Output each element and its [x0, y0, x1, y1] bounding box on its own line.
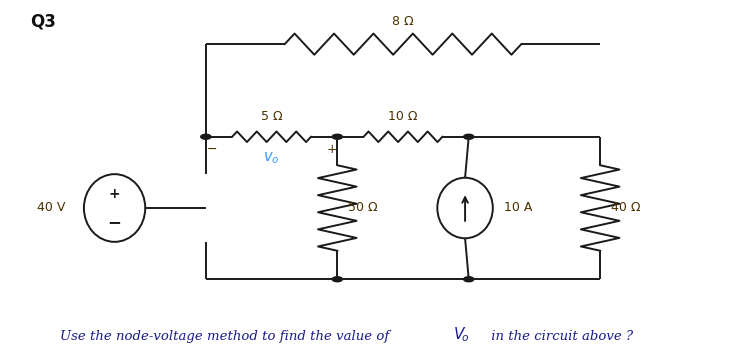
Text: $\mathit{V}_{\!o}$: $\mathit{V}_{\!o}$ — [453, 325, 469, 344]
Text: $v_o$: $v_o$ — [263, 150, 280, 166]
Text: 40 V: 40 V — [37, 201, 66, 214]
Circle shape — [463, 277, 474, 282]
Text: 8 Ω: 8 Ω — [392, 15, 414, 28]
Text: 50 Ω: 50 Ω — [348, 201, 378, 214]
Circle shape — [332, 277, 342, 282]
Text: in the circuit above ?: in the circuit above ? — [487, 330, 633, 343]
Circle shape — [201, 134, 211, 139]
Circle shape — [332, 134, 342, 139]
Text: 40 Ω: 40 Ω — [611, 201, 641, 214]
Text: +: + — [326, 143, 336, 156]
Text: −: − — [207, 143, 217, 156]
Text: −: − — [108, 213, 122, 231]
Text: 5 Ω: 5 Ω — [261, 109, 282, 122]
Text: 10 Ω: 10 Ω — [388, 109, 418, 122]
Text: 10 A: 10 A — [504, 201, 532, 214]
Text: Q3: Q3 — [31, 12, 56, 30]
Text: +: + — [108, 187, 120, 201]
Text: Use the node-voltage method to find the value of: Use the node-voltage method to find the … — [60, 330, 394, 343]
Circle shape — [463, 134, 474, 139]
